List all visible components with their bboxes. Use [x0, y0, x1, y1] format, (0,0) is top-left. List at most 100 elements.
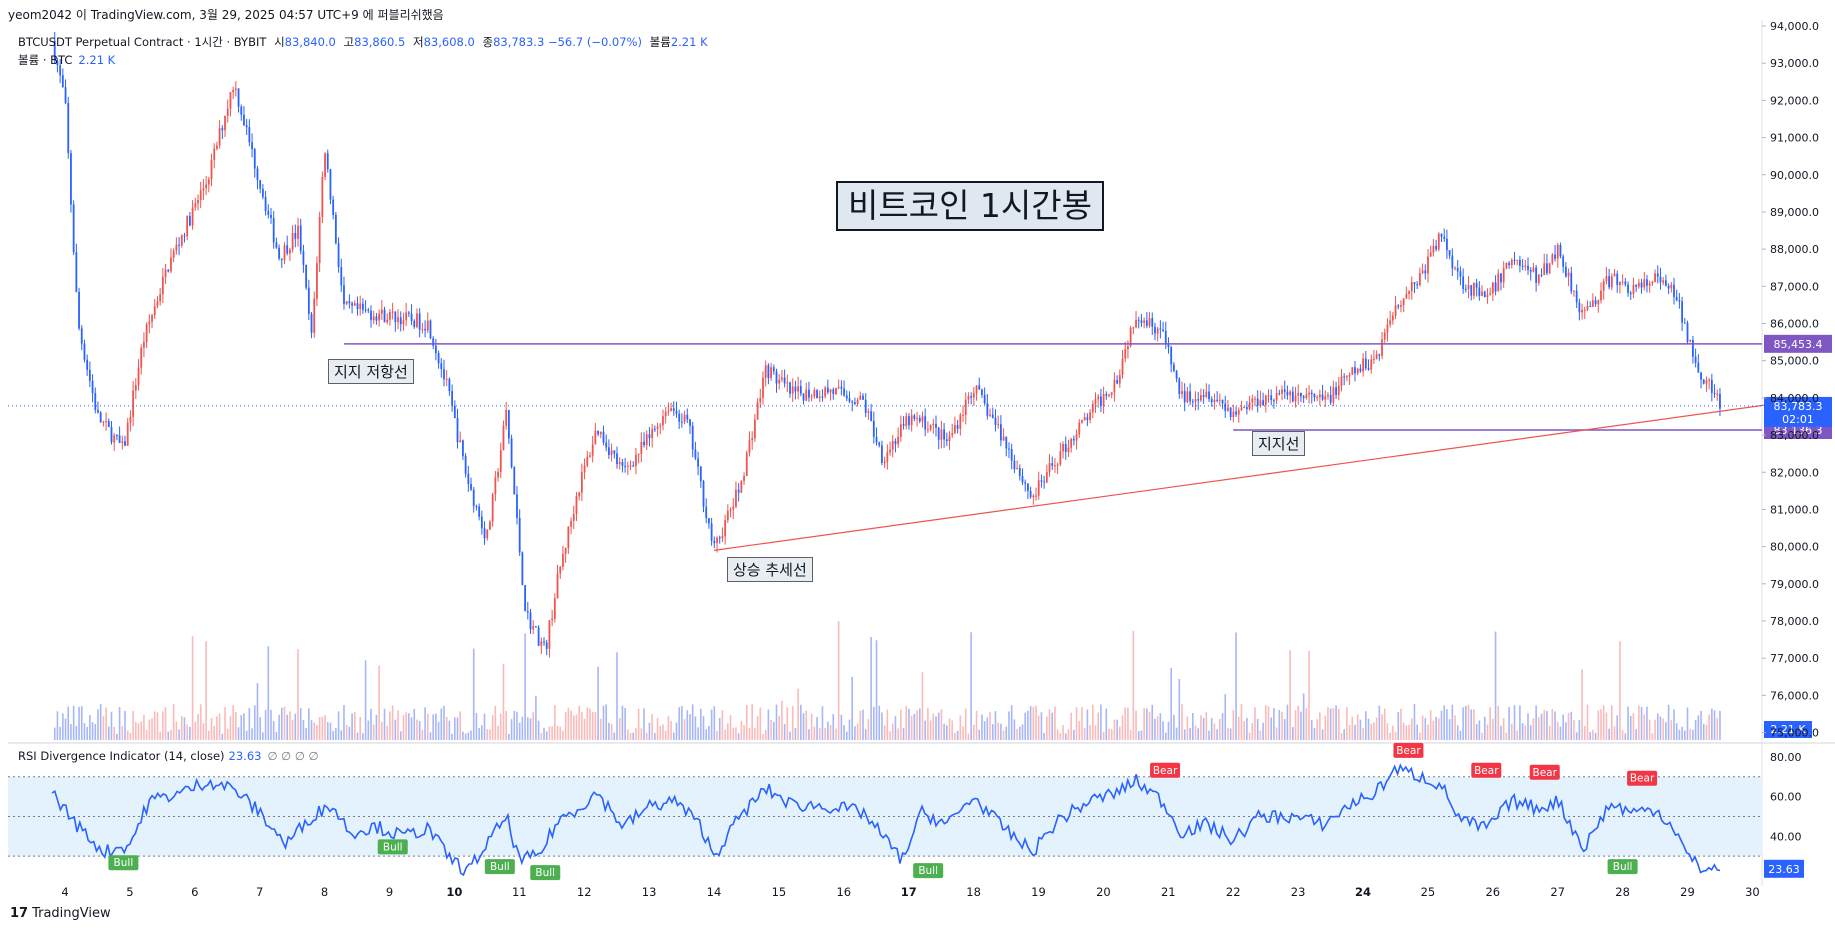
candle-body [1283, 389, 1286, 392]
volume-bar [556, 725, 559, 740]
volume-legend[interactable]: 볼륨 · BTC 2.21 K [18, 52, 115, 68]
volume-bar [918, 708, 921, 740]
volume-bar [116, 733, 118, 740]
candle-body [981, 389, 983, 395]
symbol-legend[interactable]: BTCUSDT Perpetual Contract · 1시간 · BYBIT… [18, 34, 708, 50]
candle-body [1556, 244, 1559, 259]
volume-bar [1227, 728, 1229, 740]
volume-bar [1262, 722, 1264, 740]
volume-bar [973, 724, 975, 740]
volume-bar [1048, 709, 1051, 740]
rsi-legend[interactable]: RSI Divergence Indicator (14, close) 23.6… [18, 749, 319, 763]
volume-bar [1416, 724, 1418, 740]
candle-body [664, 411, 667, 417]
candle-body [943, 429, 946, 440]
volume-bar [1640, 706, 1643, 740]
volume-bar [397, 710, 399, 740]
volume-bar [859, 710, 862, 740]
volume-bar [1091, 704, 1094, 740]
candle-body [278, 247, 280, 259]
candle-body [513, 467, 516, 495]
tradingview-footer: 17 TradingView [10, 906, 111, 921]
candle-body [556, 573, 559, 599]
volume-bar [767, 709, 770, 740]
volume-bar [1208, 730, 1210, 740]
volume-bar [1492, 718, 1494, 740]
symbol-name[interactable]: BTCUSDT Perpetual Contract · 1시간 · BYBIT [18, 35, 267, 49]
candle-body [929, 425, 932, 430]
candle-body [234, 88, 237, 90]
volume-bar [1156, 716, 1159, 740]
volume-bar [1148, 711, 1151, 740]
chart-title-annotation[interactable]: 비트코인 1시간봉 [836, 181, 1104, 231]
volume-bar [1121, 715, 1124, 740]
volume-bar [410, 717, 413, 740]
candle-body [421, 329, 424, 331]
volume-bar [716, 730, 718, 740]
drawing-overlays[interactable]: 85,453.4 83,136.3 83,783.302:01 2.21 K [8, 334, 1832, 738]
volume-bar [491, 715, 494, 740]
candle-body [710, 523, 713, 541]
candle-body [1062, 443, 1064, 452]
candle-body [1313, 394, 1316, 398]
volume-bar [1643, 714, 1646, 740]
volume-bar [440, 708, 443, 740]
volume-bar [1410, 718, 1413, 740]
candle-body [1624, 281, 1627, 285]
volume-bar [737, 733, 740, 740]
candle-body [248, 127, 251, 143]
volume-bar [1181, 704, 1183, 740]
candle-body [672, 408, 675, 412]
trend-annotation[interactable]: 상승 추세선 [727, 557, 813, 582]
candle-body [653, 428, 656, 430]
volume-bar [1232, 709, 1235, 740]
volume-bar [845, 731, 848, 740]
volume-bar [118, 706, 121, 740]
candle-body [691, 425, 694, 450]
volume-bar [564, 712, 567, 740]
volume-bar [1451, 704, 1454, 740]
bull-signal-label: Bull [383, 841, 403, 853]
volume-bar [759, 707, 762, 740]
candle-body [978, 385, 981, 390]
resistance-annotation[interactable]: 지지 저항선 [328, 359, 414, 384]
volume-bar [132, 711, 134, 740]
volume-bar [97, 709, 99, 740]
volume-row-value: 2.21 K [78, 53, 116, 67]
candle-body [1308, 392, 1310, 395]
candle-body [337, 243, 340, 268]
volume-bar [1059, 733, 1062, 740]
volume-bar [1264, 705, 1267, 740]
volume-bar [929, 720, 932, 740]
candle-body [1370, 359, 1373, 370]
volume-bar [1675, 723, 1678, 740]
candle-body [1200, 395, 1202, 401]
candle-body [1551, 254, 1554, 264]
support-annotation[interactable]: 지지선 [1252, 431, 1306, 456]
candle-body [1078, 422, 1081, 435]
candle-body [1235, 411, 1237, 415]
volume-bar [448, 720, 451, 740]
candle-body [1029, 490, 1032, 498]
volume-bar [1008, 711, 1010, 740]
candle-body [389, 312, 391, 320]
candle-body [1197, 399, 1200, 401]
candle-body [629, 465, 632, 467]
candle-body [313, 298, 316, 333]
candle-body [767, 365, 770, 379]
volume-bar [1319, 712, 1321, 740]
volume-bar [229, 716, 232, 740]
candle-body [264, 197, 267, 211]
volume-bar [700, 708, 702, 740]
volume-bar [278, 714, 280, 740]
candle-body [259, 180, 262, 189]
volume-bar [735, 727, 737, 740]
volume-bar [605, 704, 607, 740]
time-tick-label: 17 [901, 885, 917, 899]
candle-body [759, 397, 762, 403]
candle-body [1391, 315, 1394, 321]
candle-body [1654, 273, 1656, 282]
volume-bar [1108, 728, 1110, 740]
time-tick-label: 30 [1745, 885, 1760, 899]
